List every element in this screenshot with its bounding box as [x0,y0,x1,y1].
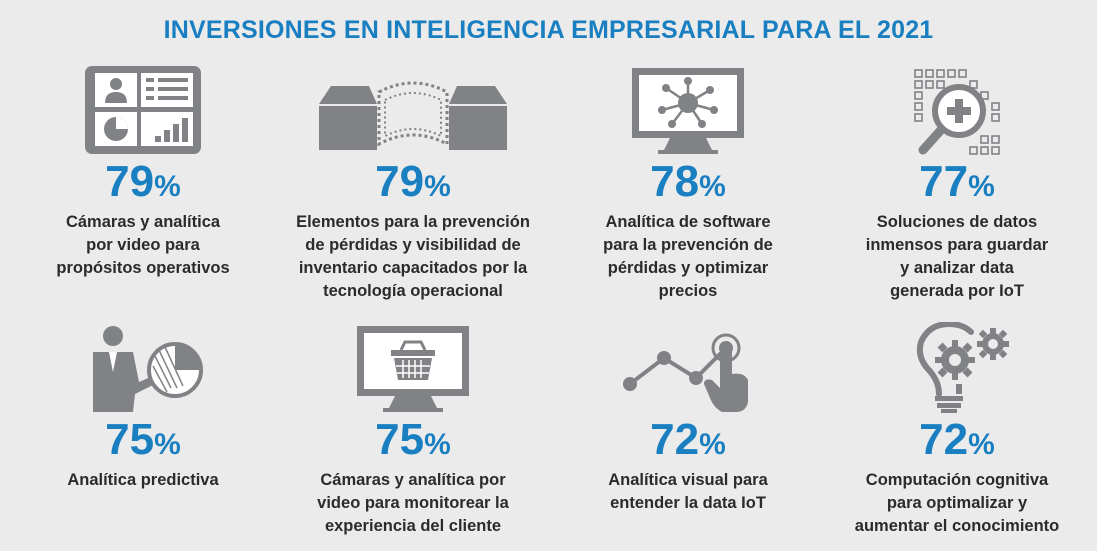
stat-card-loss-prevention: 79% Elementos para la prevención de pérdi… [276,64,550,303]
stat-percent: 79% [375,157,451,206]
conveyor-boxes-icon [319,81,507,150]
stat-percent: 75% [375,415,451,464]
stat-description: Cámaras y analítica por video para monito… [317,471,509,535]
touch-chart-icon [623,333,748,412]
stat-percent: 72% [919,415,995,464]
data-magnifier-icon [914,69,1000,155]
stat-description: Analítica de software para la prevención … [603,213,773,300]
stat-card-visual-analytics: 72% Analítica visual para entender la dat… [551,322,825,515]
stat-description: Analítica predictiva [67,471,219,489]
stat-percent: 77% [919,157,995,206]
stat-card-software-analytics: 78% Analítica de software para la prevenc… [551,64,825,303]
stat-description: Elementos para la prevención de pérdidas … [296,213,530,300]
tablet-dashboard-icon [85,66,201,154]
stat-card-cognitive: 72% Computación cognitiva para optimaliza… [820,322,1094,538]
monitor-basket-icon [357,326,469,412]
stat-card-big-data: 77% Soluciones de datos inmensos para gua… [820,64,1094,303]
stat-percent: 79% [105,157,181,206]
stat-card-customer-experience: 75% Cámaras y analítica por video para mo… [276,322,550,538]
stat-card-video-operations: 79% Cámaras y analítica por video para pro… [6,64,280,280]
stat-description: Analítica visual para entender la data Io… [608,471,768,512]
stat-description: Soluciones de datos inmensos para guardar… [865,213,1049,300]
bulb-gears-icon [916,322,1009,413]
stat-percent: 78% [650,157,726,206]
monitor-network-icon [632,68,744,154]
presenter-pie-icon [93,326,203,412]
page-title: INVERSIONES EN INTELIGENCIA EMPRESARIAL … [163,16,934,44]
stat-percent: 72% [650,415,726,464]
stat-description: Cámaras y analítica por video para propósi… [56,213,230,277]
stat-percent: 75% [105,415,181,464]
stat-card-predictive: 75% Analítica predictiva [6,322,280,492]
